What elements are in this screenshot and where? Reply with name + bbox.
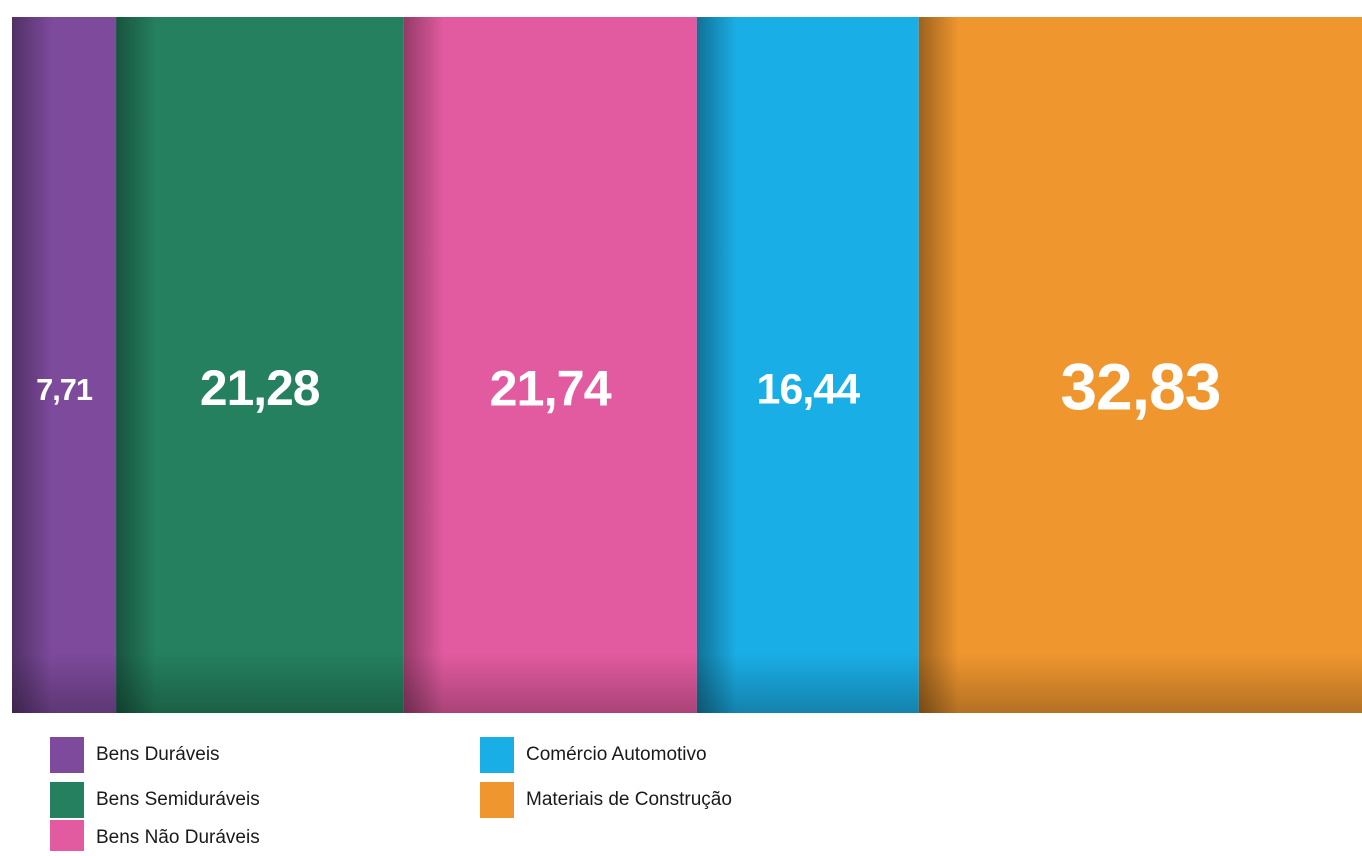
segment-shade xyxy=(403,17,443,713)
legend-label: Bens Não Duráveis xyxy=(96,827,260,848)
legend-label: Bens Duráveis xyxy=(96,744,220,765)
segment-bottom-shade xyxy=(116,653,403,713)
segment-shade xyxy=(12,17,52,713)
legend-swatch xyxy=(50,782,84,818)
value-label: 32,83 xyxy=(1060,349,1220,423)
legend-swatch xyxy=(480,782,514,818)
segment-bottom-shade xyxy=(697,653,919,713)
segment-bottom-shade xyxy=(12,653,116,713)
value-label: 21,28 xyxy=(200,360,320,416)
legend-swatch xyxy=(50,737,84,773)
segment-bottom-shade xyxy=(403,653,696,713)
segment-shade xyxy=(116,17,156,713)
legend-swatch xyxy=(480,737,514,773)
legend-label: Materiais de Construção xyxy=(526,789,732,810)
segment-shade xyxy=(919,17,959,713)
segment-bottom-shade xyxy=(919,653,1362,713)
value-label: 7,71 xyxy=(36,372,93,407)
value-label: 16,44 xyxy=(757,365,861,413)
value-label: 21,74 xyxy=(490,359,612,416)
legend-swatch xyxy=(50,820,84,851)
chart: 7,7121,2821,7416,4432,83 Bens DuráveisBe… xyxy=(0,0,1362,851)
legend: Bens Duráveis Bens Semiduráveis Bens Não D… xyxy=(50,737,732,851)
legend-label: Comércio Automotivo xyxy=(526,744,707,765)
legend-label: Bens Semiduráveis xyxy=(96,789,260,810)
plot-area: 7,71 21,28 21,74 16,44 32,83 xyxy=(12,17,1362,713)
segment-shade xyxy=(697,17,737,713)
